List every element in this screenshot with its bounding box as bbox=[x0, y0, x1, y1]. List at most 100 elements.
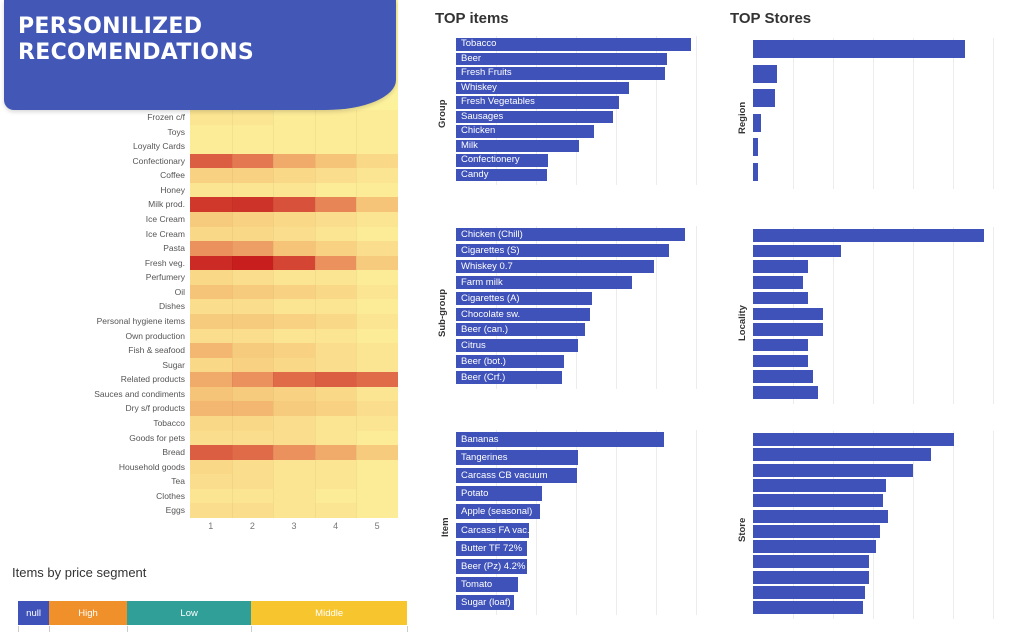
price-segment-tick bbox=[251, 626, 253, 632]
bar bbox=[753, 323, 823, 336]
bar-gridline bbox=[616, 226, 617, 389]
heatmap-cell bbox=[314, 459, 357, 475]
bar: Beer bbox=[456, 52, 667, 65]
bar-gridline bbox=[993, 38, 994, 189]
bar-axis-title: Group bbox=[437, 99, 448, 128]
price-segment-high: High bbox=[49, 601, 127, 625]
heatmap-row-label: Dishes bbox=[159, 301, 185, 312]
heatmap-cell bbox=[231, 372, 274, 388]
bar-gridline bbox=[953, 38, 954, 189]
heatmap-cell bbox=[356, 110, 399, 126]
price-segment-tick bbox=[126, 626, 128, 632]
heatmap-cell bbox=[231, 503, 274, 519]
heatmap-cell bbox=[273, 284, 316, 300]
heatmap-cell bbox=[356, 503, 399, 519]
heatmap-cell bbox=[314, 343, 357, 359]
bar-gridline bbox=[536, 430, 537, 615]
heatmap-cell bbox=[190, 372, 233, 388]
bar-gridline bbox=[656, 226, 657, 389]
heatmap-cell bbox=[356, 313, 399, 330]
heatmap-cell bbox=[273, 415, 316, 432]
bar: Sausages bbox=[456, 110, 613, 123]
heatmap-row-label: Sugar bbox=[162, 359, 185, 370]
heatmap-cell bbox=[356, 153, 399, 169]
price-segment-tick bbox=[49, 626, 51, 632]
heatmap-cell bbox=[314, 445, 357, 461]
heatmap-cell bbox=[190, 488, 233, 504]
bar-gridline bbox=[696, 36, 697, 185]
bar bbox=[753, 524, 880, 538]
bar: Whiskey 0.7 bbox=[456, 259, 654, 273]
bar bbox=[753, 138, 758, 156]
heatmap-cell bbox=[314, 474, 357, 490]
heatmap-cell bbox=[231, 401, 274, 417]
bar bbox=[753, 338, 808, 352]
heatmap-cell bbox=[273, 211, 316, 228]
heatmap-row-label: Household goods bbox=[118, 461, 185, 472]
bar: Farm milk bbox=[456, 275, 632, 289]
bar bbox=[753, 586, 865, 599]
bar bbox=[753, 601, 863, 615]
heatmap-cell bbox=[190, 401, 233, 417]
heatmap-row-label: Own production bbox=[125, 330, 185, 341]
bar: Chocolate sw. bbox=[456, 307, 590, 321]
heatmap-cell bbox=[190, 386, 233, 402]
heatmap-cell bbox=[273, 182, 316, 198]
heatmap-cell bbox=[273, 459, 316, 475]
bar-gridline bbox=[616, 430, 617, 615]
heatmap-cell bbox=[314, 430, 357, 446]
heatmap-cell bbox=[231, 284, 274, 300]
heatmap-column-divider bbox=[314, 110, 316, 518]
heatmap-cell bbox=[356, 182, 399, 198]
bar-gridline bbox=[696, 226, 697, 389]
bar: Carcass FA vac. bbox=[456, 522, 529, 538]
heatmap-cell bbox=[273, 386, 316, 402]
heatmap-cell bbox=[231, 255, 274, 271]
heatmap-cell bbox=[314, 488, 357, 504]
heatmap-cell bbox=[273, 328, 316, 344]
heatmap-cell bbox=[273, 226, 316, 242]
bar: Whiskey bbox=[456, 81, 629, 94]
heatmap-cell bbox=[356, 255, 399, 271]
bar bbox=[753, 229, 984, 242]
heatmap-cell bbox=[356, 168, 399, 184]
bar bbox=[753, 244, 841, 258]
banner-title: PERSONILIZED RECOMENDATIONS bbox=[18, 14, 254, 66]
bar-gridline bbox=[993, 431, 994, 619]
heatmap-cell bbox=[190, 168, 233, 184]
heatmap-cell bbox=[314, 372, 357, 388]
heatmap-row-label: Perfumery bbox=[145, 272, 185, 283]
heatmap-row-label: Pasta bbox=[163, 243, 185, 254]
bar: Candy bbox=[456, 168, 547, 181]
heatmap-cell bbox=[190, 226, 233, 242]
bar-gridline bbox=[833, 38, 834, 189]
bar-axis-title: Sub-group bbox=[437, 288, 448, 337]
heatmap-cell bbox=[273, 153, 316, 169]
bar-axis-title: Region bbox=[737, 101, 748, 134]
heatmap-cell bbox=[190, 197, 233, 213]
heatmap-cell bbox=[356, 488, 399, 504]
bar bbox=[753, 478, 886, 492]
heatmap-cell bbox=[190, 182, 233, 198]
heatmap-row-label: Ice Cream bbox=[145, 213, 185, 224]
price-segment-bar: null High Low Middle bbox=[18, 601, 407, 625]
heatmap-column-divider bbox=[356, 110, 358, 518]
heatmap-column-divider bbox=[273, 110, 275, 518]
heatmap-cell bbox=[231, 343, 274, 359]
heatmap-row-label: Coffee bbox=[160, 170, 185, 181]
heatmap-row-label: Related products bbox=[120, 374, 185, 385]
heatmap-cell bbox=[190, 445, 233, 461]
heatmap-cell bbox=[190, 110, 233, 126]
heatmap-cell bbox=[231, 445, 274, 461]
heatmap-cell bbox=[231, 182, 274, 198]
heatmap-row-label: Goods for pets bbox=[129, 432, 185, 443]
heatmap-row-label: Personal hygiene items bbox=[96, 315, 185, 326]
heatmap-cell bbox=[231, 459, 274, 475]
bar: Beer (can.) bbox=[456, 323, 585, 337]
heatmap-cell bbox=[273, 430, 316, 446]
heatmap-cell bbox=[273, 241, 316, 257]
heatmap-cell bbox=[314, 328, 357, 344]
heatmap-cell bbox=[356, 270, 399, 286]
bar-gridline bbox=[913, 38, 914, 189]
bar: Cigarettes (S) bbox=[456, 243, 669, 257]
